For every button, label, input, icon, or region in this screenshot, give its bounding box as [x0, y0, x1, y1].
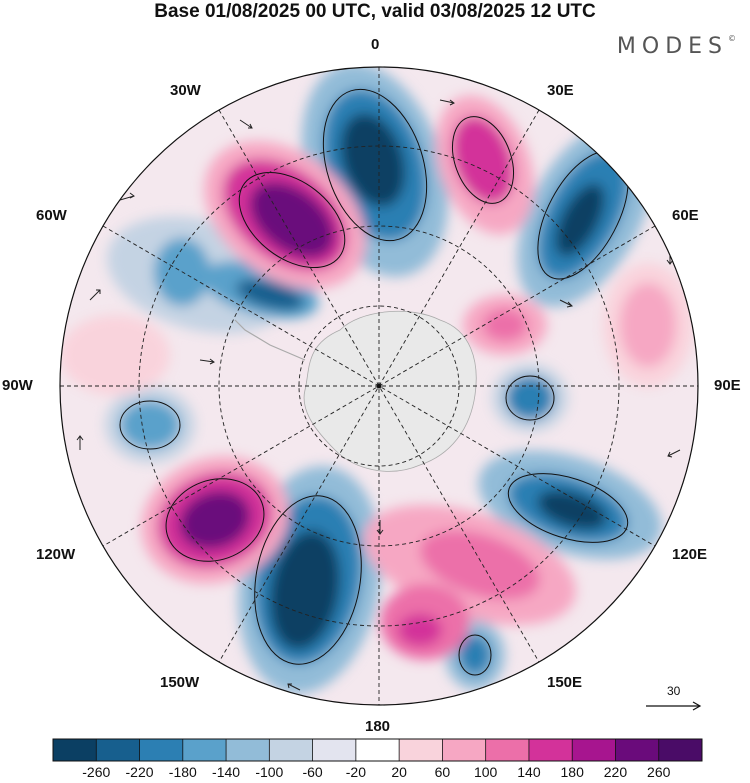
colorbar-frame	[52, 738, 703, 762]
colorbar-tick-label: 100	[473, 764, 498, 780]
colorbar-tick-label: -20	[345, 764, 366, 780]
colorbar-swatch	[355, 739, 400, 761]
colorbar-swatch	[96, 739, 141, 761]
colorbar-tick-label: -60	[302, 764, 323, 780]
reference-vector-value: 30	[667, 684, 681, 698]
colorbar-swatch	[226, 739, 270, 761]
brand-mark: ©	[728, 34, 736, 43]
colorbar-tick-label: -260	[82, 764, 111, 780]
colorbar-swatch	[182, 739, 227, 761]
lon-label-30w: 30W	[170, 82, 201, 99]
colorbar-swatch	[312, 739, 357, 761]
lon-label-120w: 120W	[36, 546, 76, 563]
colorbar-swatch	[658, 739, 703, 761]
colorbar-swatch	[572, 739, 616, 761]
colorbar-swatch	[139, 739, 184, 761]
lon-label-180: 180	[365, 718, 391, 735]
colorbar-tick-label: 180	[560, 764, 584, 780]
colorbar	[52, 738, 703, 762]
lon-label-60w: 60W	[36, 207, 67, 224]
colorbar-swatch	[615, 739, 660, 761]
colorbar-tick-label: 60	[434, 764, 451, 780]
colorbar-swatch	[528, 739, 573, 761]
colorbar-swatch	[485, 739, 530, 761]
lon-label-0: 0	[371, 36, 380, 53]
lon-label-150w: 150W	[160, 674, 200, 691]
contours	[119, 88, 629, 676]
lon-label-30e: 30E	[547, 82, 574, 99]
colorbar-tick-label: 220	[603, 764, 628, 780]
colorbar-tick-label: -180	[168, 764, 197, 780]
antarctica-landmass	[303, 310, 477, 472]
chart-title: Base 01/08/2025 00 UTC, valid 03/08/2025…	[154, 1, 596, 22]
colorbar-tick-label: 260	[647, 764, 671, 780]
colorbar-swatch	[53, 739, 97, 761]
lon-label-60e: 60E	[672, 207, 699, 224]
colorbar-tick-label: -220	[125, 764, 154, 780]
brand-name: MODES	[616, 34, 728, 59]
colorbar-tick-label: -140	[212, 764, 241, 780]
colorbar-tick-label: -100	[255, 764, 284, 780]
colorbar-tick-label: 20	[391, 764, 407, 780]
modes-logo: MODES©	[617, 34, 736, 59]
colorbar-swatch	[269, 739, 314, 761]
lon-label-90w: 90W	[2, 377, 33, 394]
colorbar-tick-label: 140	[517, 764, 541, 780]
lon-label-150e: 150E	[547, 674, 583, 691]
map-boundary	[59, 66, 699, 706]
colorbar-swatch	[399, 739, 443, 761]
arrow-right-icon	[646, 701, 702, 711]
lon-label-90e: 90E	[714, 377, 741, 394]
lon-label-120e: 120E	[672, 546, 708, 563]
colorbar-swatch	[442, 739, 487, 761]
